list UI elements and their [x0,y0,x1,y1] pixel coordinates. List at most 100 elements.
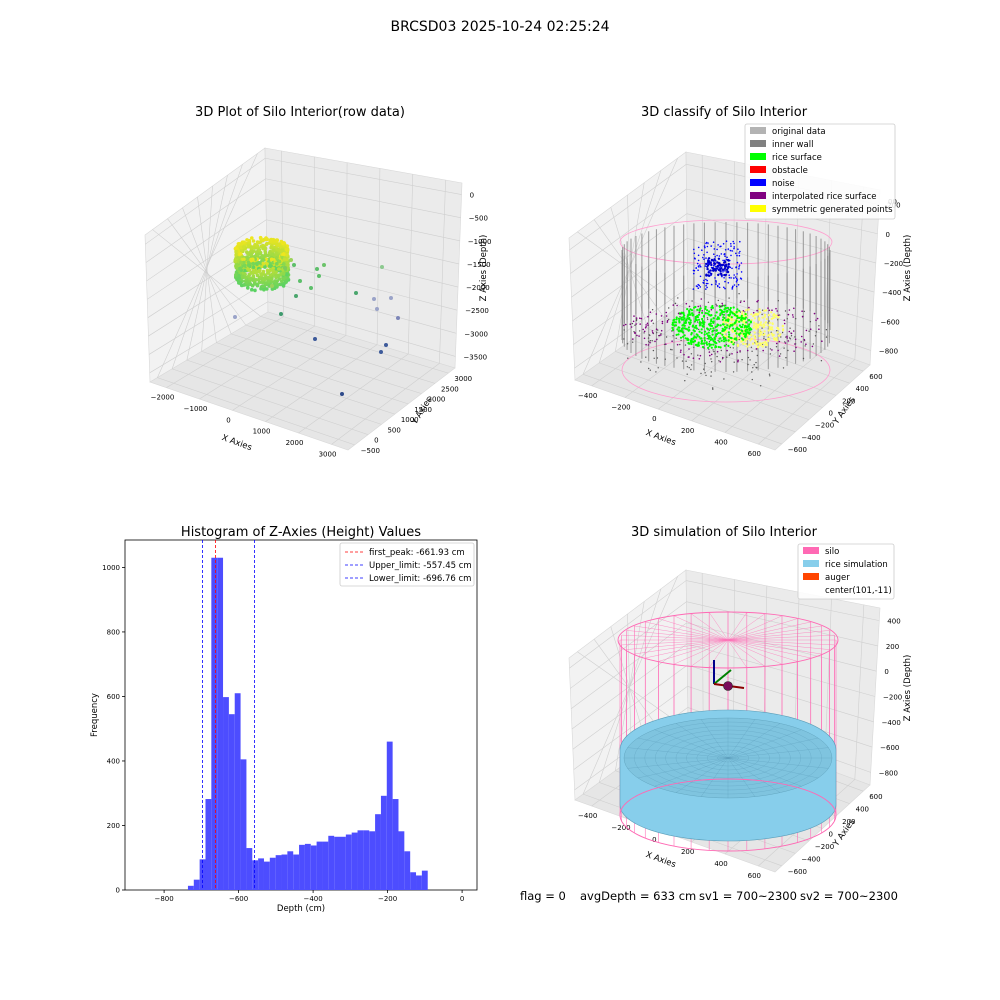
y-gridline [647,328,837,396]
original-point [626,343,629,345]
noise-point [707,242,709,244]
x-tick-label: 400 [714,439,727,447]
silo-roof-spoke [727,613,766,641]
raw-point [262,287,266,292]
rice-surface-point [679,336,683,339]
rice-surface-point [731,323,734,326]
raw-point [242,240,246,244]
silo-roof-spoke [673,615,729,641]
rice-surface-point [684,321,687,324]
noise-cluster-point [727,262,730,266]
rice-surface-point [709,324,712,327]
y-tick-label: 0 [116,887,120,895]
original-point [671,349,673,351]
interpolated-point [801,310,803,313]
raw-point [238,266,242,271]
rice-surface-point [684,337,687,340]
raw-outlier-point [289,258,293,262]
raw-point [282,276,286,281]
panel-histogram: Histogram of Z-Axies (Height) Values −80… [90,525,478,914]
noise-point [735,285,738,288]
symmetric-point [758,317,761,320]
original-point [717,339,719,342]
z-gridline [687,664,874,723]
symmetric-point [749,339,752,342]
interpolated-point [818,328,820,331]
noise-point [730,245,732,247]
x-tick-label: 200 [681,427,694,435]
symmetric-point [740,340,743,343]
original-point [782,367,785,369]
rice-surface-point [721,333,724,336]
noise-point [738,264,741,267]
auger-axis-y [713,669,732,685]
raw-point [238,252,243,256]
rice-surface-point [701,345,705,349]
histogram-bar [199,859,206,890]
z-tick-label: −3500 [463,353,487,361]
y-tick-label: 600 [869,793,882,801]
raw-outlier-point [270,284,274,288]
interpolated-point [642,328,644,331]
original-point [623,338,625,340]
rice-surface-point [678,326,681,329]
original-point [728,354,731,357]
histogram-bar [310,845,317,890]
symmetric-point [770,326,774,329]
rice-surface-point [725,326,728,329]
noise-point [706,286,708,289]
interpolated-point [651,330,654,332]
interpolated-point [777,314,780,317]
rice-surface-point [724,339,728,342]
noise-point [720,253,723,255]
original-point [679,316,681,318]
interpolated-point [647,315,649,318]
z-tick-label: 0 [470,192,474,200]
y-tick-label: −400 [801,434,820,442]
original-point [700,372,702,375]
z-tick-label: 0 [884,668,888,676]
z-gridline [267,280,457,334]
noise-point [706,245,709,248]
legend-swatch [803,547,819,554]
interpolated-point [748,306,750,309]
noise-point [695,267,697,269]
raw-point [234,263,239,267]
original-point [751,350,753,352]
raw-outlier-point [372,297,376,301]
rice-surface-point [693,320,697,323]
raw-point [255,243,259,248]
interpolated-point [775,307,777,310]
x-tick-label: −400 [578,392,597,400]
z-gridline [266,219,460,265]
noise-point [733,247,735,250]
histogram-bar [340,836,346,890]
raw-outlier-point [315,267,319,271]
rice-surface-point [746,331,750,334]
symmetric-point [742,334,745,338]
noise-point [693,269,696,272]
noise-point [697,269,699,272]
rice-surface-point [687,329,690,332]
rice-surface-point [722,338,726,341]
interpolated-point [666,321,669,323]
rice-surface-point [687,326,691,329]
rice-surface-point [719,332,722,335]
symmetric-point [773,316,776,319]
rice-surface-point [735,338,738,341]
noise-point [739,277,742,280]
original-point [803,310,805,313]
original-point [802,357,805,360]
rice-mesh-spoke [727,757,781,793]
x-tick-label: 0 [460,895,464,903]
symmetric-point [753,321,756,324]
raw-point [250,287,254,292]
raw-point [272,239,277,244]
legend-label: Upper_limit: -557.45 cm [369,561,472,571]
x-tick-label: 600 [748,450,761,458]
symmetric-point [763,313,767,316]
noise-point [718,283,720,285]
symmetric-point [775,337,778,340]
symmetric-point [742,342,745,345]
simulation-3d-surface [617,611,839,852]
